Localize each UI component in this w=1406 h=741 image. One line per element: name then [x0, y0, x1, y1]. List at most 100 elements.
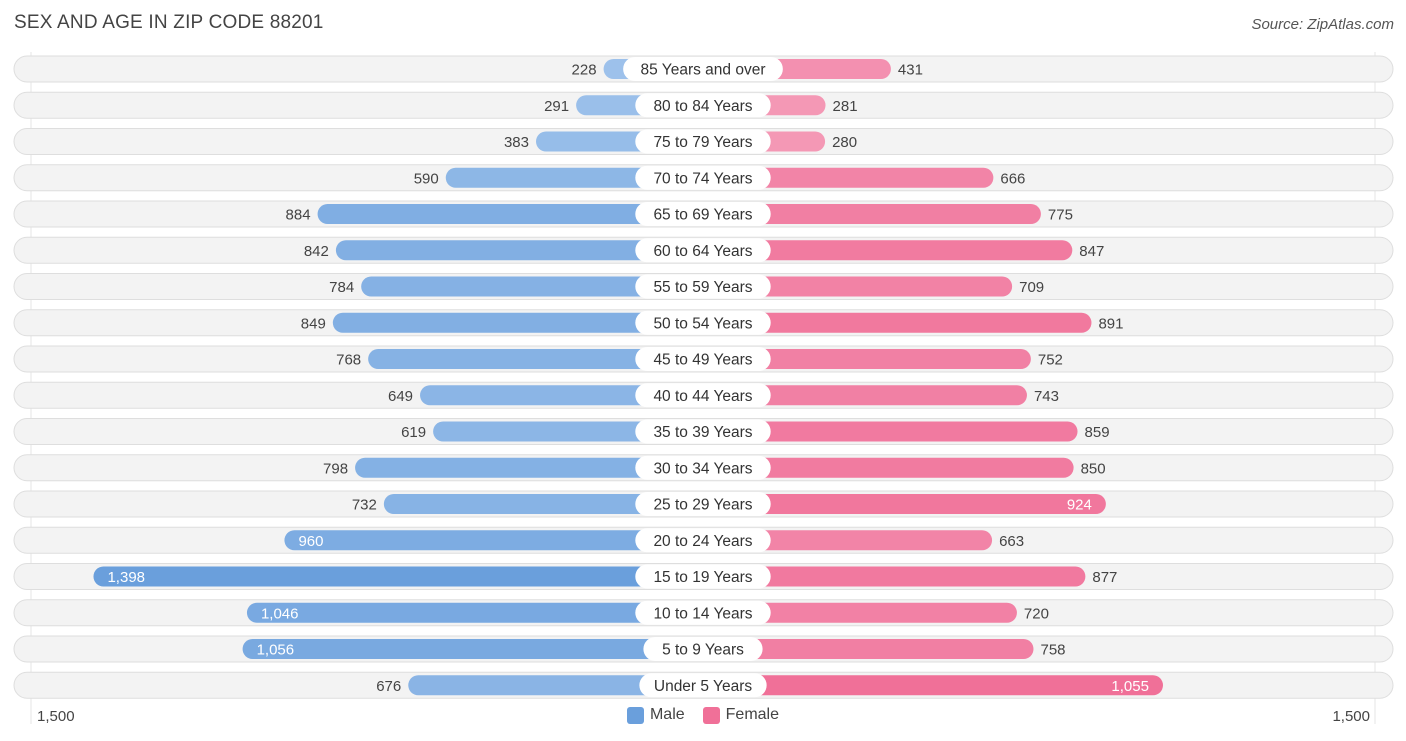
- male-value-label: 798: [323, 460, 348, 477]
- category-label: 25 to 29 Years: [653, 497, 752, 514]
- male-value-label: 228: [572, 62, 597, 79]
- male-bar: [420, 385, 703, 406]
- female-bar: [703, 530, 993, 551]
- male-value-label: 768: [336, 352, 361, 369]
- female-bar: [703, 276, 1013, 297]
- category-label-pill: [635, 347, 771, 371]
- male-value-label: 1,398: [107, 569, 145, 586]
- male-value-label: 590: [414, 170, 439, 187]
- category-label-pill: [635, 419, 771, 444]
- legend-swatch-female: [702, 706, 720, 724]
- female-bar: [703, 421, 1078, 442]
- male-bar: [355, 457, 703, 478]
- female-bar: [703, 639, 1034, 659]
- chart-title: SEX AND AGE IN ZIP CODE 88201: [14, 12, 324, 33]
- female-value-label: 859: [1085, 424, 1110, 441]
- category-label: 60 to 64 Years: [653, 243, 752, 260]
- category-label-pill: [635, 93, 771, 118]
- category-label: Under 5 Years: [654, 678, 752, 695]
- category-label-pill: [635, 564, 771, 589]
- category-label-pill: [635, 528, 771, 553]
- category-label: 30 to 34 Years: [653, 460, 752, 477]
- category-label: 70 to 74 Years: [653, 170, 752, 187]
- category-label-pill: [635, 383, 771, 408]
- male-value-label: 784: [329, 279, 354, 296]
- female-value-label: 847: [1079, 243, 1104, 260]
- category-label-pill: [643, 637, 763, 661]
- category-label: 10 to 14 Years: [653, 605, 752, 622]
- male-bar: [246, 602, 703, 623]
- female-bar: [703, 204, 1041, 224]
- category-label-pill: [635, 202, 771, 226]
- female-bar: [703, 312, 1092, 333]
- female-value-label: 743: [1034, 388, 1059, 405]
- female-value-label: 666: [1000, 170, 1025, 187]
- category-label: 50 to 54 Years: [653, 315, 752, 332]
- category-label: 20 to 24 Years: [653, 533, 752, 550]
- male-value-label: 676: [376, 678, 401, 695]
- legend-item-male[interactable]: Male: [626, 706, 685, 724]
- category-label: 45 to 49 Years: [653, 352, 752, 369]
- category-label: 40 to 44 Years: [653, 388, 752, 405]
- female-bar: [703, 240, 1073, 261]
- female-bar: [703, 167, 994, 188]
- female-bar: [703, 675, 1163, 696]
- male-value-label: 960: [298, 533, 323, 550]
- category-label: 35 to 39 Years: [653, 424, 752, 441]
- category-label-pill: [639, 673, 767, 698]
- category-label: 80 to 84 Years: [653, 98, 752, 115]
- male-bar: [383, 494, 703, 514]
- male-bar: [93, 566, 704, 587]
- category-label-pill: [635, 310, 771, 335]
- male-bar: [361, 276, 703, 297]
- female-value-label: 891: [1098, 315, 1123, 332]
- female-value-label: 280: [832, 134, 857, 151]
- legend-label-female: Female: [725, 706, 780, 723]
- female-bar: [703, 494, 1106, 514]
- male-value-label: 842: [304, 243, 329, 260]
- category-label: 65 to 69 Years: [653, 207, 752, 224]
- female-value-label: 850: [1081, 460, 1106, 477]
- male-bar: [335, 240, 703, 261]
- male-bar: [433, 421, 703, 442]
- category-label-pill: [623, 57, 783, 81]
- axis-label-left: 1,500: [37, 708, 75, 725]
- category-label: 5 to 9 Years: [662, 642, 744, 659]
- female-value-label: 775: [1048, 207, 1073, 224]
- category-label: 15 to 19 Years: [653, 569, 752, 586]
- male-bar: [332, 312, 703, 333]
- category-label-pill: [635, 165, 771, 190]
- female-value-label: 663: [999, 533, 1024, 550]
- category-label: 55 to 59 Years: [653, 279, 752, 296]
- category-label-pill: [635, 274, 771, 299]
- category-label-pill: [635, 492, 771, 516]
- legend: Male Female: [0, 706, 1406, 724]
- category-label: 85 Years and over: [641, 62, 766, 79]
- male-bar: [408, 675, 703, 696]
- female-value-label: 752: [1038, 352, 1063, 369]
- female-value-label: 431: [898, 62, 923, 79]
- axis-label-right: 1,500: [1332, 708, 1370, 725]
- female-value-label: 1,055: [1111, 678, 1149, 695]
- category-label-pill: [635, 600, 771, 625]
- category-label: 75 to 79 Years: [653, 134, 752, 151]
- male-bar: [242, 639, 704, 659]
- female-bar: [703, 349, 1031, 369]
- male-bar: [368, 349, 703, 369]
- female-value-label: 281: [833, 98, 858, 115]
- male-value-label: 884: [286, 207, 311, 224]
- category-label-pill: [635, 455, 771, 480]
- male-value-label: 1,046: [261, 605, 299, 622]
- female-value-label: 709: [1019, 279, 1044, 296]
- male-bar: [317, 204, 703, 224]
- female-value-label: 877: [1092, 569, 1117, 586]
- male-bar: [284, 530, 703, 551]
- legend-item-female[interactable]: Female: [702, 706, 780, 724]
- male-value-label: 649: [388, 388, 413, 405]
- male-value-label: 619: [401, 424, 426, 441]
- female-value-label: 924: [1067, 497, 1092, 514]
- female-bar: [703, 385, 1027, 406]
- legend-swatch-male: [626, 706, 644, 724]
- female-bar: [703, 566, 1086, 587]
